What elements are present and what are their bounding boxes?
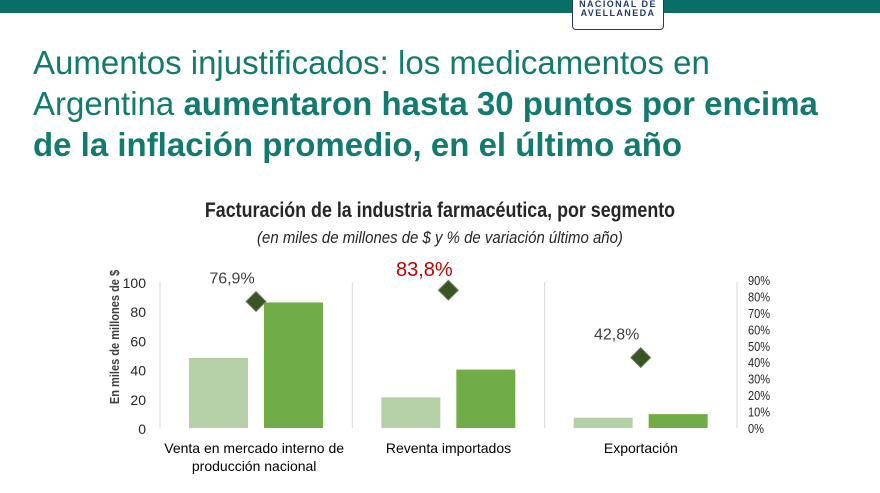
- bar-previous: [381, 397, 441, 428]
- y2-tick-label: 60%: [748, 322, 770, 337]
- chart-title: Facturación de la industria farmacéutica…: [204, 199, 676, 222]
- variation-label: 42,8%: [594, 327, 639, 344]
- headline: Aumentos injustificados: los medicamento…: [33, 42, 873, 165]
- y-tick-label: 100: [123, 275, 147, 291]
- bar-previous: [189, 357, 248, 428]
- y2-tick-label: 70%: [748, 306, 770, 321]
- logo-line2: AVELLANEDA: [580, 8, 656, 18]
- y-tick-label: 60: [130, 333, 146, 349]
- y2-tick-label: 40%: [748, 355, 770, 370]
- bar-current: [648, 414, 708, 428]
- headline-line2-regular: Argentina: [33, 85, 184, 122]
- y2-tick-label: 10%: [748, 405, 770, 420]
- bar-current: [264, 302, 323, 428]
- y-axis-label: En miles de millones de $: [107, 270, 122, 405]
- headline-line1: Aumentos injustificados: los medicamento…: [33, 44, 710, 81]
- y2-tick-label: 0%: [748, 421, 764, 436]
- category-label: producción nacional: [192, 458, 317, 474]
- headline-line3-bold: de la inflación promedio, en el último a…: [33, 126, 683, 163]
- category-label: Venta en mercado interno de: [164, 440, 344, 456]
- y-tick-label: 40: [130, 363, 146, 379]
- category-label: Reventa importados: [386, 440, 511, 456]
- y-tick-label: 20: [130, 392, 146, 408]
- y2-tick-label: 30%: [748, 372, 770, 387]
- chart-subtitle: (en miles de millones de $ y % de variac…: [257, 228, 623, 247]
- y2-tick-label: 20%: [748, 388, 770, 403]
- y2-tick-label: 90%: [748, 273, 770, 288]
- variation-marker: [245, 290, 267, 313]
- y2-tick-label: 80%: [748, 290, 770, 305]
- university-logo: NACIONAL DE AVELLANEDA: [572, 0, 664, 30]
- category-label: Exportación: [604, 440, 678, 456]
- variation-label: 83,8%: [396, 259, 453, 281]
- headline-line2-bold: aumentaron hasta 30 puntos por encima: [183, 85, 818, 122]
- y-tick-label: 0: [138, 421, 146, 437]
- bar-current: [456, 369, 516, 428]
- y-tick-label: 80: [130, 304, 146, 320]
- bar-previous: [573, 417, 633, 428]
- logo-line1: NACIONAL DE: [579, 0, 657, 9]
- y2-tick-label: 50%: [748, 339, 770, 354]
- variation-label: 76,9%: [209, 271, 254, 288]
- variation-marker: [437, 279, 459, 301]
- variation-marker: [630, 347, 652, 369]
